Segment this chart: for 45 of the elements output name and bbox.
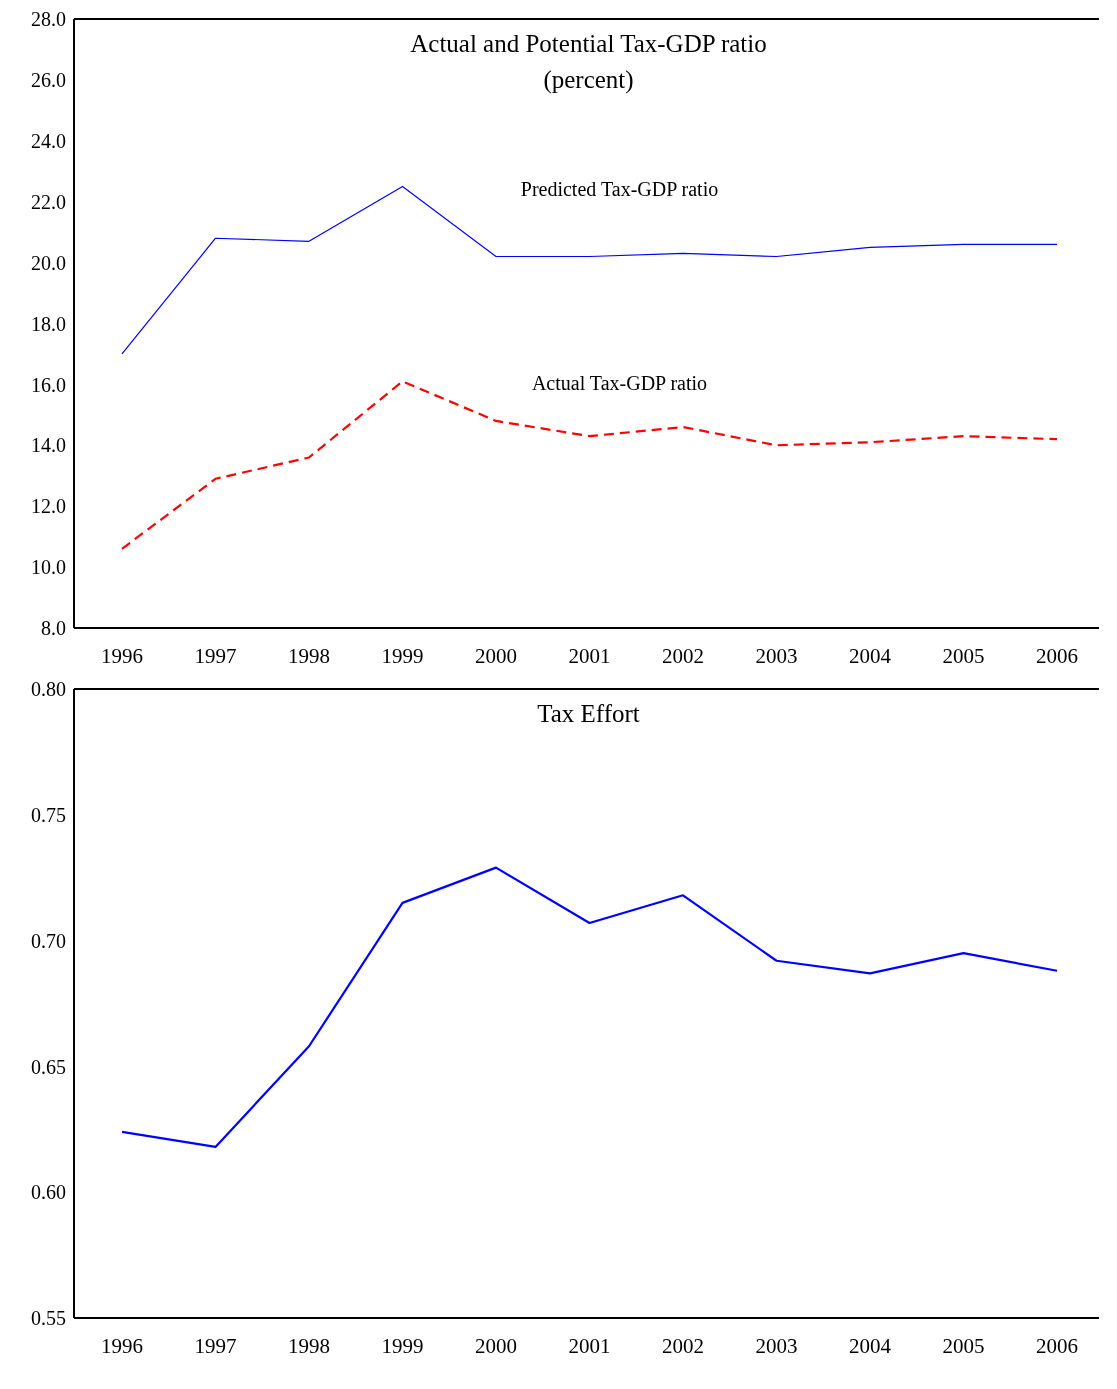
x-tick-label: 2006 — [1036, 643, 1078, 668]
x-tick-label: 2005 — [942, 643, 985, 668]
x-tick-label: 2000 — [475, 1333, 517, 1358]
y-tick-label: 14.0 — [31, 434, 66, 457]
x-tick-label: 2003 — [755, 643, 798, 668]
y-tick-label: 0.65 — [31, 1055, 66, 1078]
x-tick-label: 2002 — [662, 1333, 704, 1358]
y-tick-label: 26.0 — [31, 69, 66, 91]
y-tick-label: 0.80 — [31, 678, 66, 701]
y-tick-label: 0.55 — [31, 1307, 66, 1330]
chart-title: Tax Effort — [536, 699, 641, 729]
x-tick-label: 2006 — [1036, 1333, 1078, 1358]
y-tick-label: 12.0 — [31, 495, 66, 518]
y-tick-label: 16.0 — [31, 373, 66, 396]
x-tick-label: 1998 — [288, 1333, 330, 1358]
x-tick-label: 1997 — [194, 643, 237, 668]
line-series — [120, 866, 1059, 1149]
x-tick-label: 2004 — [849, 643, 892, 668]
x-tick-label: 2004 — [849, 1333, 892, 1358]
series-label: Actual Tax-GDP ratio — [531, 372, 708, 395]
x-tick-label: 2000 — [475, 643, 517, 668]
y-tick-label: 0.60 — [31, 1181, 66, 1204]
text: (percent) — [542, 65, 635, 96]
x-tick-label: 2005 — [942, 1333, 985, 1358]
x-tick-label: 1999 — [381, 643, 424, 668]
y-tick-label: 18.0 — [31, 312, 66, 335]
x-tick-label: 1996 — [101, 643, 143, 668]
y-tick-label: 8.0 — [41, 617, 66, 640]
y-tick-label: 10.0 — [31, 556, 66, 579]
y-tick-label: 24.0 — [31, 129, 66, 152]
y-tick-label: 20.0 — [31, 251, 66, 274]
y-tick-label: 22.0 — [31, 190, 66, 213]
x-tick-label: 2001 — [568, 1333, 611, 1358]
x-tick-label: 1997 — [194, 1333, 237, 1358]
chart-title: Actual and Potential Tax-GDP ratio — [409, 29, 768, 59]
x-tick-label: 2002 — [662, 643, 704, 668]
x-tick-label: 2001 — [568, 643, 611, 668]
y-tick-label: 28.0 — [31, 8, 66, 31]
text: Predicted Tax-GDP ratio — [520, 177, 719, 200]
x-tick-label: 2003 — [755, 1333, 798, 1358]
x-tick-label: 1998 — [288, 643, 330, 668]
x-tick-label: 1996 — [101, 1333, 143, 1358]
x-tick-label: 1999 — [381, 1333, 424, 1358]
y-tick-label: 0.70 — [31, 929, 66, 952]
y-tick-label: 0.75 — [31, 803, 66, 826]
